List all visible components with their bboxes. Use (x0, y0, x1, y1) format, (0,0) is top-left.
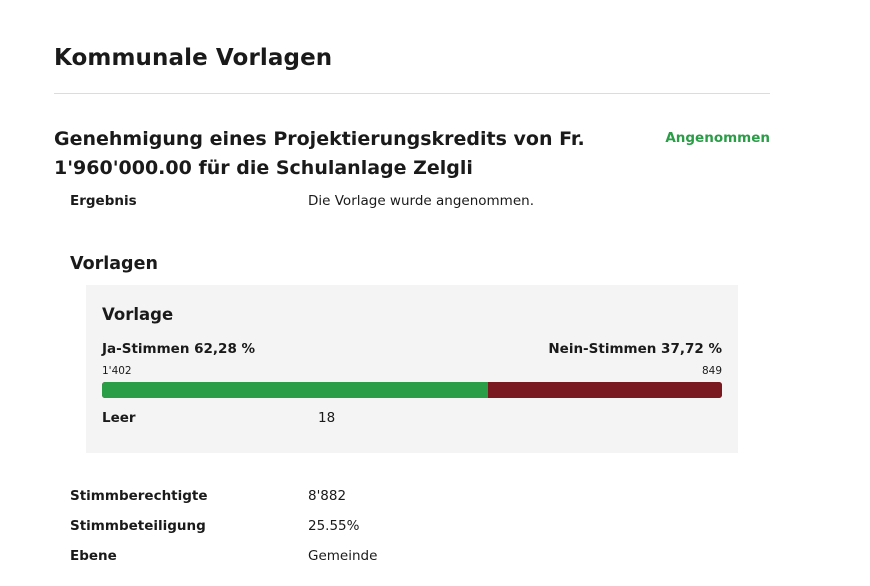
vorlage-card: Vorlage Ja-Stimmen 62,28 % Nein-Stimmen … (86, 285, 738, 453)
vorlage-card-title: Vorlage (102, 305, 174, 324)
eligible-voters-value: 8'882 (308, 488, 347, 504)
result-value: Die Vorlage wurde angenommen. (308, 193, 534, 209)
vote-result-bar (102, 382, 722, 398)
proposal-title: Genehmigung eines Projektierungskredits … (54, 128, 585, 179)
yes-votes-bar-segment (102, 382, 489, 398)
yes-votes-count: 1'402 (102, 365, 132, 377)
no-votes-bar-segment (488, 382, 722, 398)
turnout-value: 25.55% (308, 518, 360, 534)
turnout-label: Stimmbeteiligung (70, 518, 206, 534)
level-label: Ebene (70, 548, 117, 564)
eligible-voters-label: Stimmberechtigte (70, 488, 208, 504)
status-badge: Angenommen (665, 130, 770, 146)
blank-votes-label: Leer (102, 410, 136, 426)
vorlagen-section-title: Vorlagen (70, 254, 158, 274)
yes-votes-label: Ja-Stimmen 62,28 % (102, 341, 256, 357)
title-divider (54, 93, 770, 94)
no-votes-count: 849 (701, 365, 722, 377)
blank-votes-value: 18 (318, 410, 336, 426)
page-title: Kommunale Vorlagen (54, 45, 333, 71)
result-label: Ergebnis (70, 193, 137, 209)
level-value: Gemeinde (308, 548, 378, 564)
no-votes-label: Nein-Stimmen 37,72 % (548, 341, 722, 357)
